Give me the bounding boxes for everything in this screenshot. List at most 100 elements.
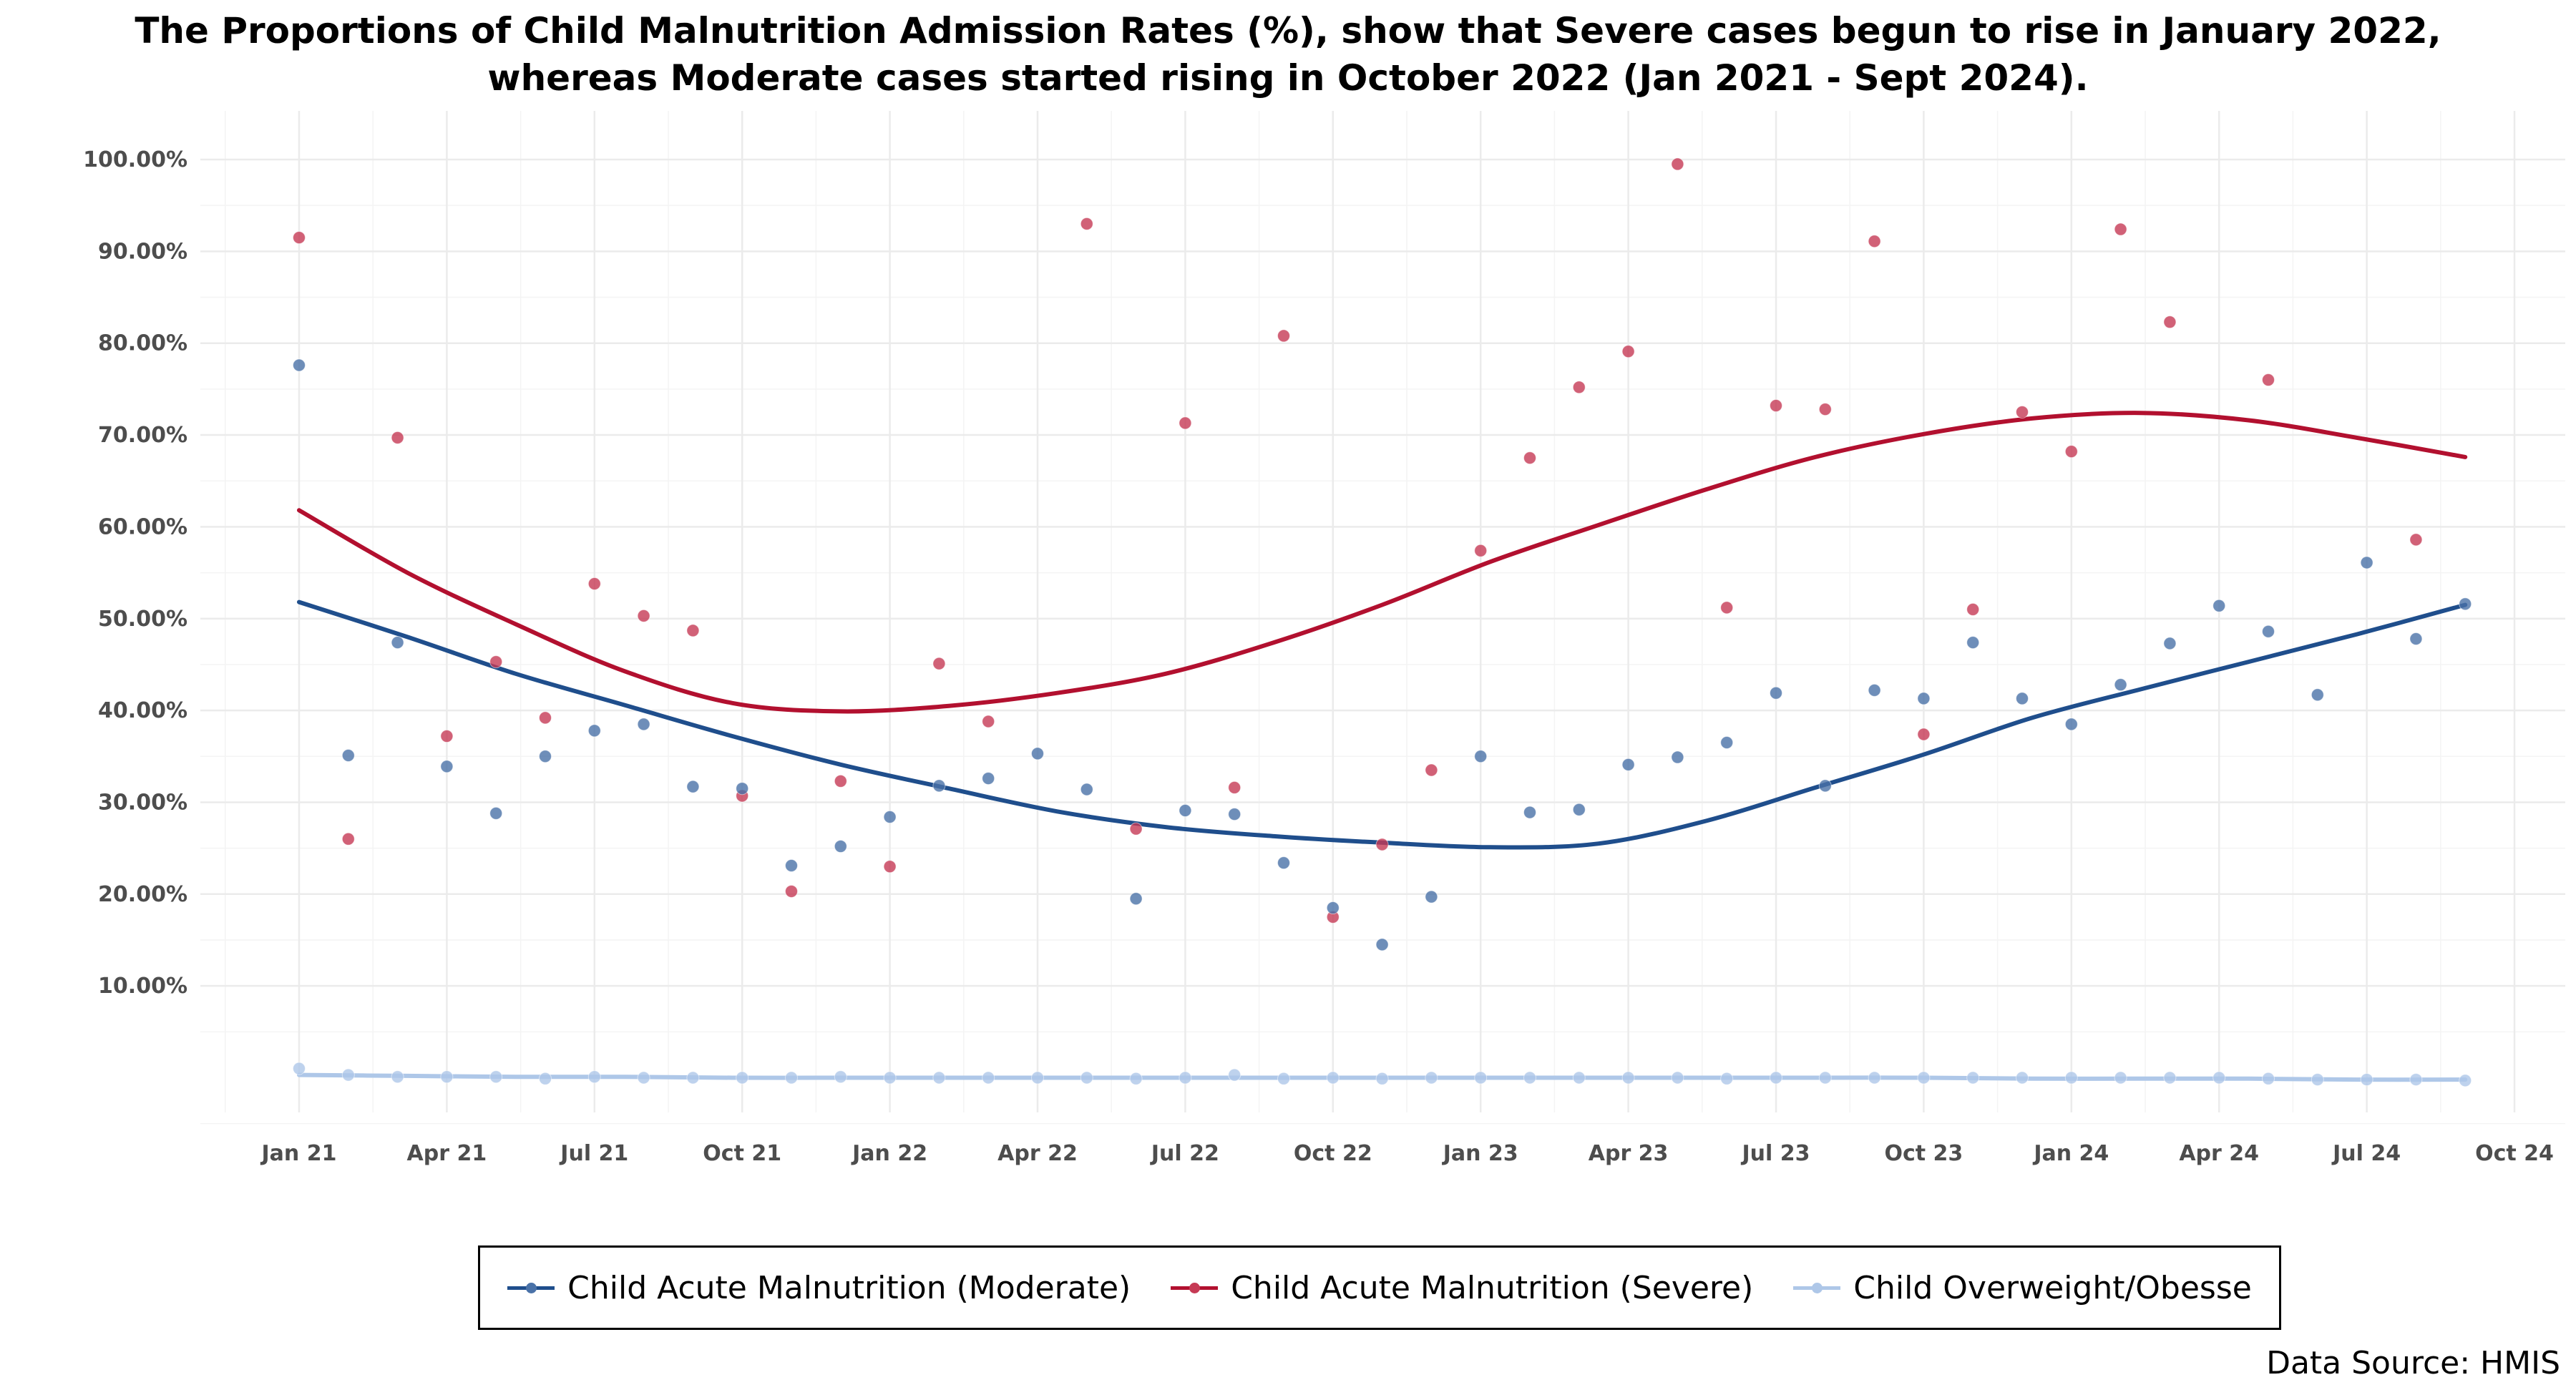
point-overweight (1572, 1071, 1586, 1085)
point-overweight (932, 1071, 946, 1085)
point-overweight (1277, 1072, 1290, 1085)
point-overweight (539, 1072, 552, 1085)
y-tick-label: 70.00% (98, 423, 187, 448)
point-severe (2064, 445, 2078, 459)
point-severe (440, 730, 454, 743)
x-tick-label: Oct 21 (703, 1141, 781, 1166)
point-moderate (2114, 678, 2127, 692)
x-tick-label: Jul 24 (2331, 1141, 2401, 1166)
x-tick-label: Jan 23 (1442, 1141, 1518, 1166)
point-moderate (1326, 901, 1340, 915)
point-severe (539, 711, 552, 725)
point-overweight (2311, 1073, 2324, 1087)
x-tick-label: Jan 22 (851, 1141, 927, 1166)
x-tick-label: Jul 23 (1741, 1141, 1810, 1166)
minor-gridlines (200, 111, 2565, 1125)
point-overweight (1080, 1071, 1093, 1085)
point-severe (1375, 838, 1389, 851)
point-moderate (1770, 686, 1782, 700)
data-source-note: Data Source: HMIS (2266, 1345, 2560, 1381)
point-moderate (1425, 890, 1438, 904)
y-tick-label: 90.00% (98, 239, 187, 264)
point-severe (2114, 222, 2127, 236)
point-severe (293, 231, 306, 245)
y-tick-label: 50.00% (98, 607, 187, 632)
point-overweight (489, 1070, 503, 1084)
point-severe (637, 609, 650, 622)
point-severe (1129, 822, 1143, 836)
point-severe (1572, 381, 1586, 394)
point-moderate (1080, 783, 1093, 796)
point-moderate (341, 748, 355, 762)
point-overweight (637, 1071, 650, 1085)
point-overweight (587, 1070, 601, 1084)
point-moderate (1129, 892, 1143, 906)
point-moderate (440, 760, 454, 773)
point-overweight (2212, 1071, 2226, 1085)
point-severe (686, 624, 700, 637)
x-tick-label: Apr 21 (407, 1141, 487, 1166)
point-severe (982, 715, 995, 728)
point-overweight (1966, 1071, 1980, 1085)
x-tick-label: Oct 23 (1884, 1141, 1963, 1166)
point-moderate (489, 806, 503, 820)
y-tick-label: 100.00% (83, 147, 187, 172)
point-moderate (1966, 636, 1980, 650)
point-overweight (1425, 1071, 1438, 1085)
point-moderate (587, 724, 601, 738)
legend-item-overweight: Child Overweight/Obesse (1793, 1270, 2252, 1306)
point-overweight (1818, 1071, 1832, 1085)
legend: Child Acute Malnutrition (Moderate) Chil… (478, 1245, 2281, 1330)
point-overweight (2459, 1074, 2472, 1087)
point-moderate (736, 782, 749, 796)
legend-key-moderate (507, 1277, 555, 1298)
legend-label-severe: Child Acute Malnutrition (Severe) (1231, 1269, 1754, 1306)
point-overweight (1770, 1071, 1782, 1085)
point-overweight (1720, 1072, 1734, 1085)
x-tick-label: Apr 23 (1589, 1141, 1669, 1166)
chart-title-line-2: whereas Moderate cases started rising in… (487, 57, 2089, 99)
point-severe (1523, 451, 1536, 465)
point-severe (391, 431, 404, 444)
point-moderate (1277, 856, 1290, 870)
point-severe (1621, 345, 1635, 358)
point-severe (1277, 329, 1290, 343)
legend-label-moderate: Child Acute Malnutrition (Moderate) (567, 1269, 1131, 1306)
trend-line-severe (297, 411, 2468, 714)
x-tick-label: Jul 21 (559, 1141, 628, 1166)
point-severe (1966, 602, 1980, 616)
trend-lines (297, 411, 2468, 1082)
point-severe (1720, 601, 1734, 615)
point-severe (1917, 728, 1931, 741)
y-tick-label: 40.00% (98, 698, 187, 723)
point-overweight (1179, 1071, 1192, 1085)
point-overweight (1621, 1071, 1635, 1085)
x-tick-label: Jan 24 (2032, 1141, 2109, 1166)
point-overweight (1523, 1071, 1536, 1085)
point-severe (1474, 544, 1488, 557)
point-moderate (293, 358, 306, 372)
legend-key-overweight (1793, 1277, 1841, 1298)
point-severe (1425, 763, 1438, 777)
plot-area: 10.00% 20.00% 30.00% 40.00% 50.00% 60.00% 70.0… (83, 111, 2565, 1166)
x-tick-label: Jan 21 (260, 1141, 337, 1166)
point-severe (341, 832, 355, 846)
point-severe (2409, 533, 2423, 547)
point-overweight (1375, 1072, 1389, 1085)
point-moderate (1474, 750, 1488, 763)
point-moderate (982, 772, 995, 785)
point-overweight (883, 1071, 897, 1085)
point-overweight (1031, 1071, 1044, 1085)
y-axis-tick-labels: 10.00% 20.00% 30.00% 40.00% 50.00% 60.00% 70.0… (83, 147, 187, 999)
point-overweight (1868, 1071, 1881, 1085)
point-overweight (2114, 1071, 2127, 1085)
point-moderate (391, 636, 404, 650)
point-overweight (1671, 1071, 1684, 1085)
point-overweight (2360, 1073, 2373, 1087)
point-overweight (1129, 1072, 1143, 1085)
point-overweight (686, 1071, 700, 1085)
point-severe (2262, 373, 2275, 387)
point-severe (1868, 235, 1881, 248)
point-severe (489, 655, 503, 669)
point-overweight (785, 1071, 798, 1085)
